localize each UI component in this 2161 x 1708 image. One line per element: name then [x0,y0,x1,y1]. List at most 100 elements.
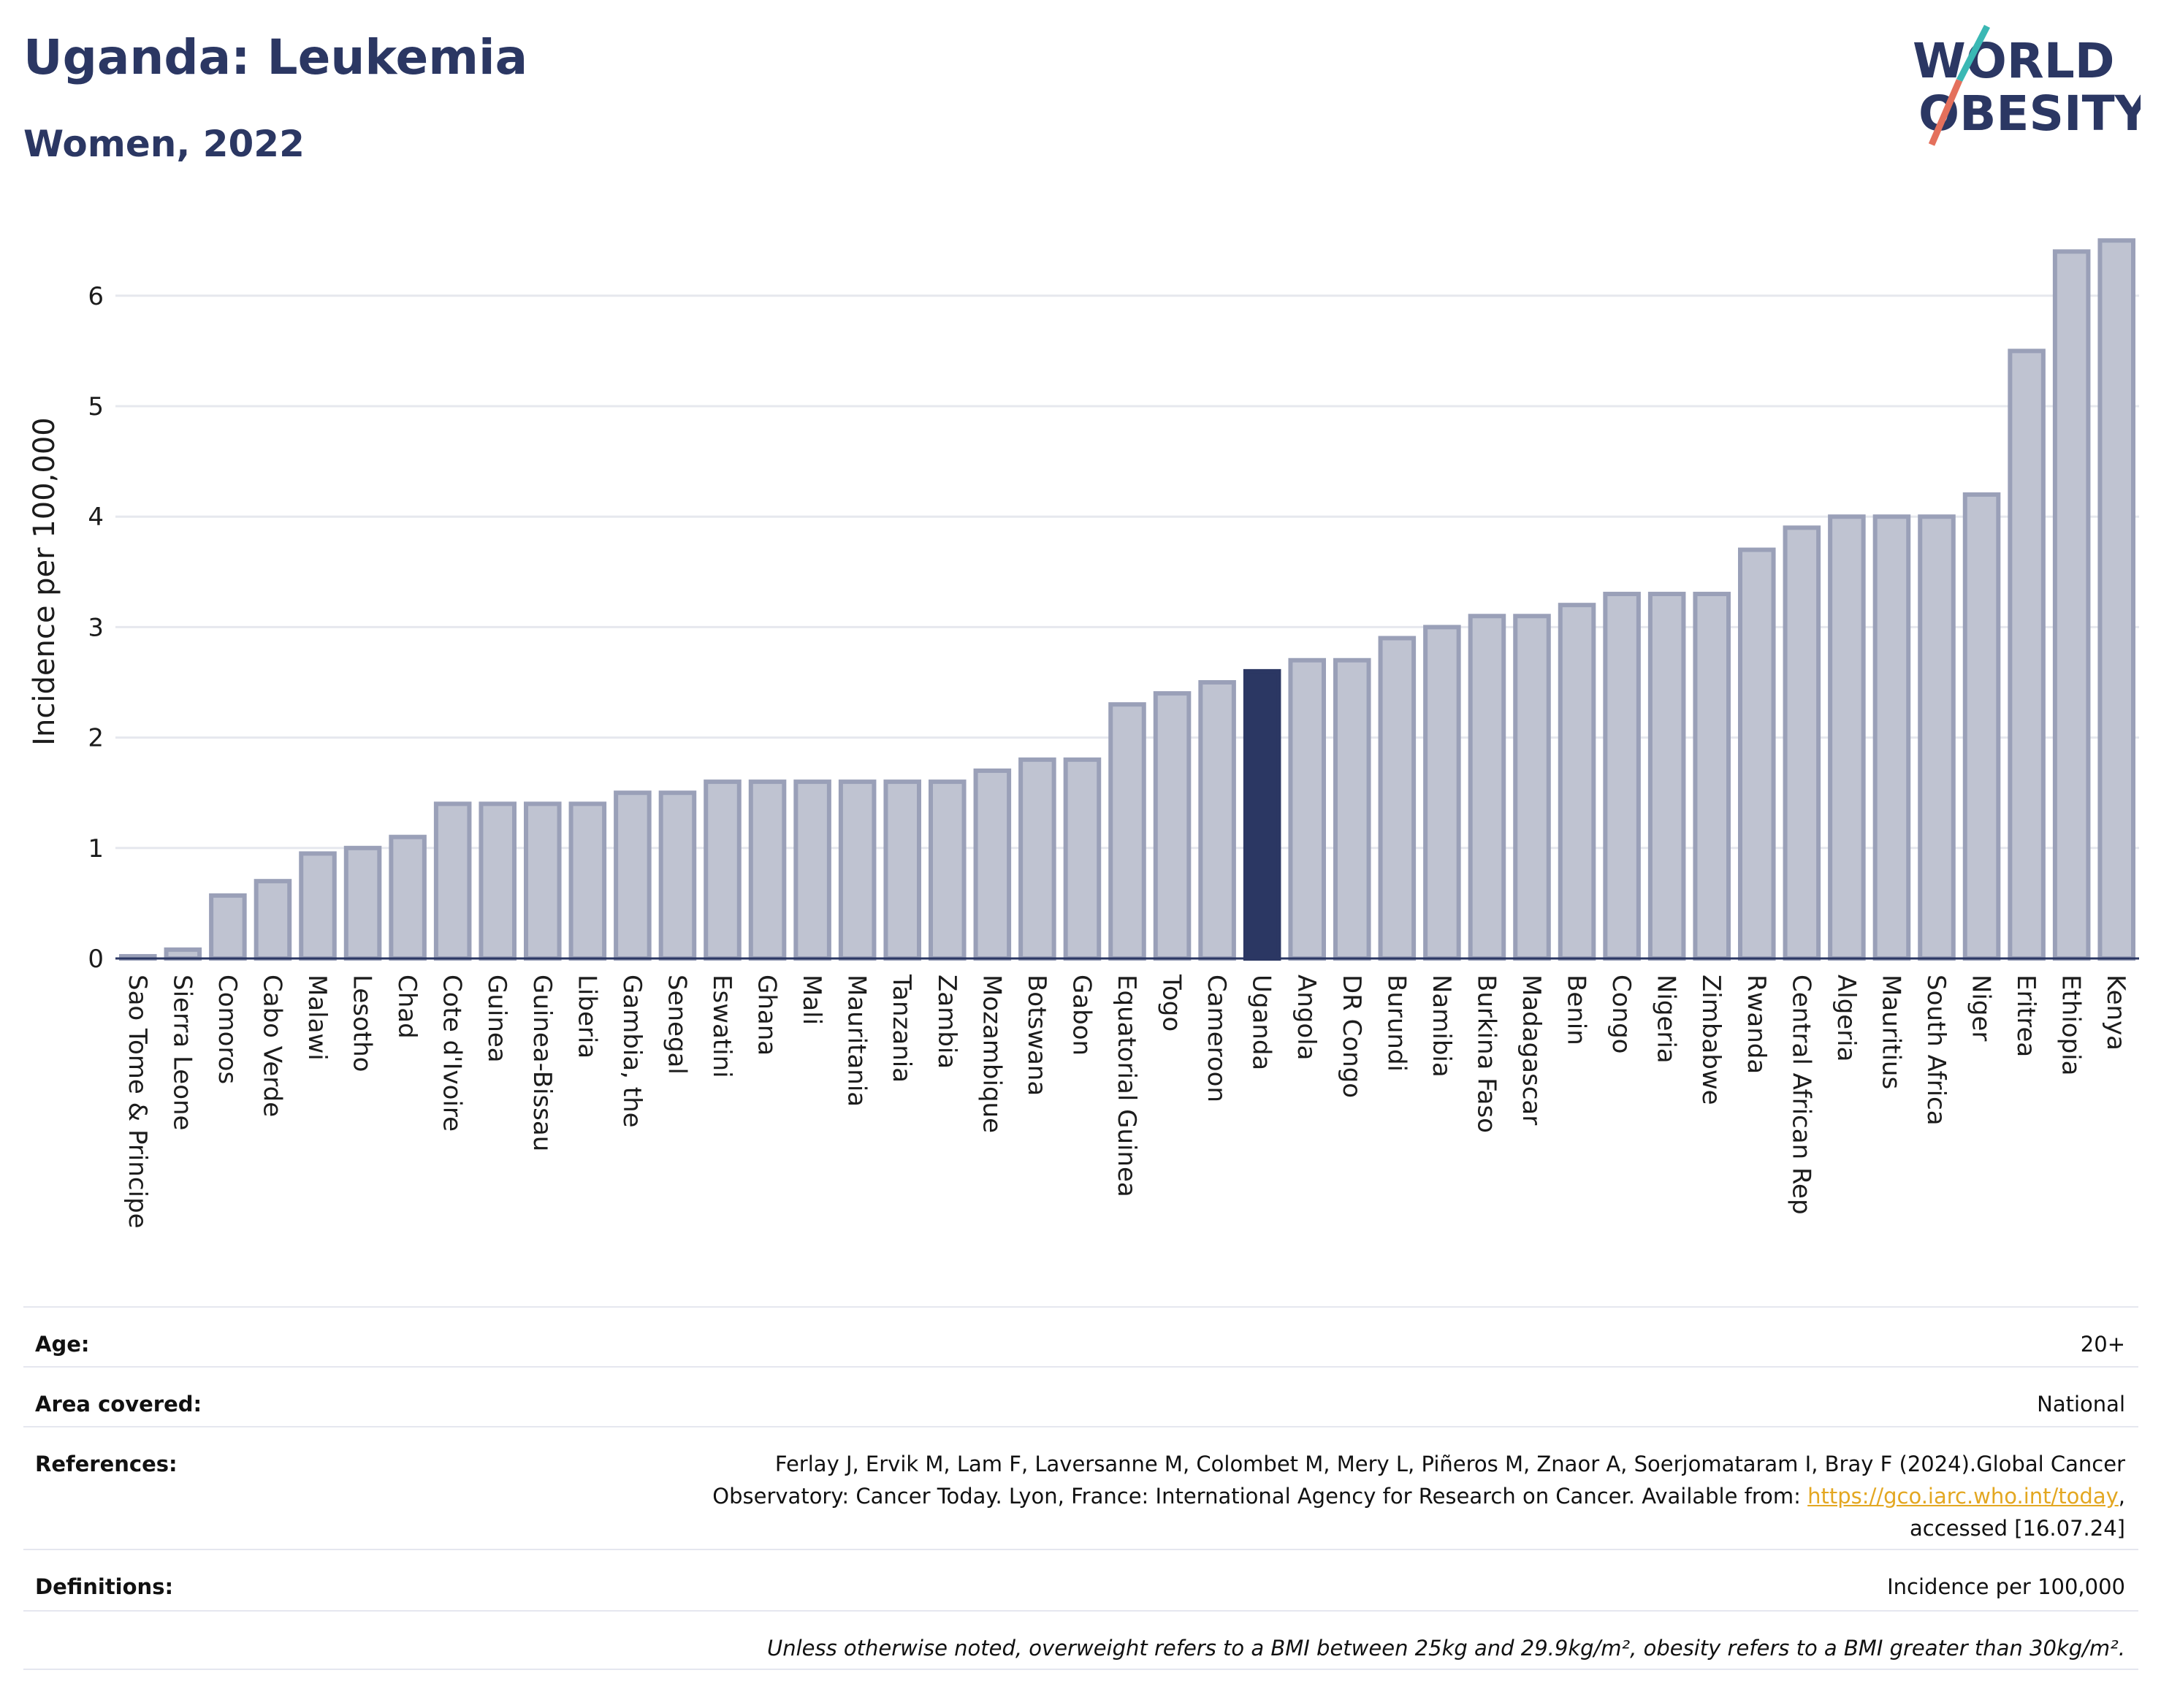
bar [1423,625,1461,961]
x-tick-label: Ghana [752,975,782,1056]
logo-slash-red [1928,79,1963,146]
bar [1872,514,1911,961]
bar [883,779,921,961]
bar [1738,547,1776,961]
x-tick-label: Tanzania [887,974,916,1083]
bar [1647,592,1686,961]
bar [748,779,787,961]
bar [1513,614,1551,961]
references-label: References: [35,1452,178,1476]
bar [1468,614,1506,961]
x-tick-label: Mauritania [842,975,872,1107]
x-tick-label: Sierra Leone [167,975,197,1130]
area-label: Area covered: [35,1392,202,1417]
definitions-value: Incidence per 100,000 [1887,1574,2125,1599]
bar [838,779,877,961]
bar [1828,514,1866,961]
info-row-area: Area covered: National [23,1366,2138,1426]
area-value: National [2037,1392,2125,1417]
bar [1783,525,1821,961]
x-tick-label: Guinea-Bissau [527,975,557,1151]
bar [568,801,607,961]
bar [479,801,517,961]
y-axis-label: Incidence per 100,000 [28,417,61,746]
y-tick-label: 0 [88,945,104,974]
x-tick-label: Mauritius [1876,975,1905,1089]
x-tick-label: Algeria [1832,975,1861,1061]
y-tick-label: 4 [88,503,104,532]
x-tick-label: Ethiopia [2057,975,2086,1075]
bar [1378,636,1417,961]
x-tick-label: Benin [1562,975,1591,1045]
references-link[interactable]: https://gco.iarc.who.int/today [1807,1484,2119,1509]
logo-slash-teal [1956,24,1991,83]
bar [389,834,427,961]
bar [1962,492,2001,961]
bar [704,779,742,961]
info-table: Age: 20+ Area covered: National Referenc… [23,1306,2138,1670]
x-tick-label: Eritrea [2011,975,2040,1057]
info-row-age: Age: 20+ [23,1306,2138,1366]
x-tick-label: Burundi [1381,975,1411,1072]
bar [973,768,1012,961]
x-tick-label: Equatorial Guinea [1112,975,1141,1197]
y-tick-label: 3 [88,613,104,642]
bar [1288,657,1326,961]
x-tick-label: Gambia, the [617,975,647,1128]
x-tick-label: Gabon [1067,975,1096,1056]
bar-chart: 0 1 2 3 4 5 6 Sao Tome & Principe Sierra Leone C… [28,238,2139,1229]
bar [1333,657,1371,961]
page-subtitle: Women, 2022 [23,123,305,165]
references-line-2-end: , [2118,1484,2125,1509]
x-tick-label: Madagascar [1517,975,1546,1125]
age-label: Age: [35,1332,90,1357]
x-tick-label: Eswatini [707,975,736,1078]
bar [433,801,472,961]
x-tick-label: Liberia [572,975,601,1059]
x-tick-label: Cameroon [1202,975,1231,1102]
age-value: 20+ [2080,1332,2125,1357]
x-tick-label: South Africa [1921,975,1951,1126]
bar [2052,249,2091,961]
x-tick-label: Central African Rep [1786,975,1815,1215]
definitions-label: Definitions: [35,1574,174,1599]
bar [2008,348,2046,961]
x-tick-label: Burkina Faso [1471,975,1501,1133]
world-obesity-logo: WORLD OBESITY [1913,24,2141,146]
bar [929,779,967,961]
bar [658,790,697,961]
x-tick-label: Sao Tome & Principe [123,975,152,1229]
bar [1063,757,1102,961]
bar-highlight [1243,668,1281,961]
x-tick-label: Zimbabwe [1696,975,1726,1105]
logo-text-world: WORLD [1913,33,2115,89]
bar [1693,592,1731,961]
y-axis-ticks: 0 1 2 3 4 5 6 [88,282,104,974]
info-row-references: References: Ferlay J, Ervik M, Lam F, La… [23,1426,2138,1549]
y-tick-label: 6 [88,282,104,311]
x-tick-label: Namibia [1427,975,1456,1078]
bars [119,238,2135,961]
bar [793,779,831,961]
x-tick-label: Chad [392,975,422,1039]
info-row-note: Unless otherwise noted, overweight refer… [23,1610,2138,1670]
bar [1558,603,1596,961]
info-row-definitions: Definitions: Incidence per 100,000 [23,1549,2138,1610]
bar [524,801,562,961]
bar [1018,757,1056,961]
x-tick-label: Guinea [482,975,511,1063]
bmi-note: Unless otherwise noted, overweight refer… [766,1636,2125,1661]
x-tick-label: Kenya [2101,975,2130,1051]
x-tick-label: Nigeria [1652,975,1681,1064]
x-tick-label: Cabo Verde [257,975,286,1117]
x-tick-label: Zambia [932,975,961,1069]
bar [209,893,247,961]
page-title: Uganda: Leukemia [23,29,528,85]
bar [614,790,652,961]
y-tick-label: 1 [88,834,104,863]
bar [299,851,337,961]
bar [164,947,202,961]
x-tick-label: Cote d'Ivoire [438,975,467,1132]
x-axis-labels: Sao Tome & Principe Sierra Leone Comoros Ca… [123,974,2130,1229]
x-tick-label: Congo [1607,975,1636,1053]
